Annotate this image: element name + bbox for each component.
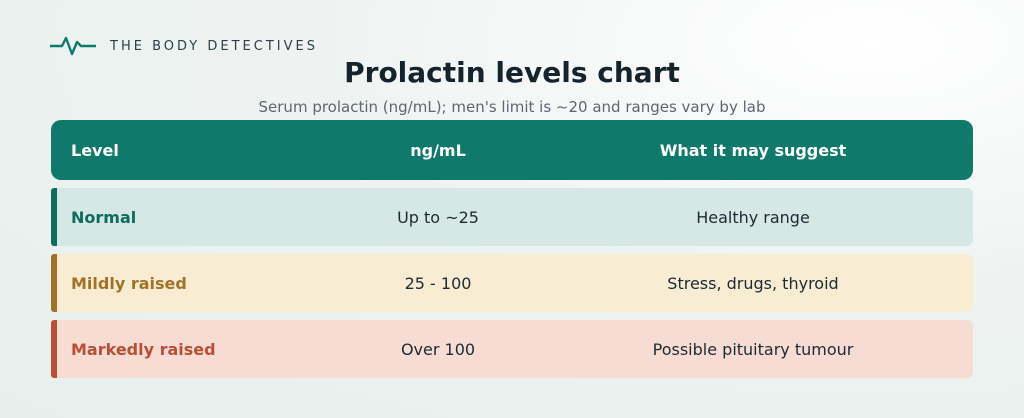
row-value: 25 - 100: [404, 273, 472, 293]
brand: THE BODY DETECTIVES: [50, 34, 318, 58]
table-row: Normal Up to ~25 Healthy range: [51, 188, 973, 246]
row-suggestion: Healthy range: [696, 207, 810, 227]
page-subtitle: Serum prolactin (ng/mL); men's limit is …: [258, 98, 766, 116]
row-accent-bar: [51, 254, 57, 312]
table-row: Markedly raised Over 100 Possible pituit…: [51, 320, 973, 378]
row-level: Normal: [71, 207, 137, 227]
row-accent-bar: [51, 320, 57, 378]
table-header: Level ng/mL What it may suggest: [51, 120, 973, 180]
column-header-suggestion: What it may suggest: [659, 140, 847, 160]
prolactin-table: Level ng/mL What it may suggest Normal U…: [51, 120, 973, 378]
column-header-value: ng/mL: [410, 140, 466, 160]
row-accent-bar: [51, 188, 57, 246]
row-level: Mildly raised: [71, 273, 187, 293]
row-value: Over 100: [400, 339, 476, 359]
page-title: Prolactin levels chart: [344, 56, 680, 89]
row-suggestion: Stress, drugs, thyroid: [667, 273, 839, 293]
pulse-line-icon: [50, 34, 96, 58]
row-level: Markedly raised: [71, 339, 216, 359]
row-suggestion: Possible pituitary tumour: [652, 339, 854, 359]
column-header-level: Level: [71, 140, 119, 160]
table-row: Mildly raised 25 - 100 Stress, drugs, th…: [51, 254, 973, 312]
row-value: Up to ~25: [397, 207, 479, 227]
brand-name: THE BODY DETECTIVES: [110, 38, 318, 54]
